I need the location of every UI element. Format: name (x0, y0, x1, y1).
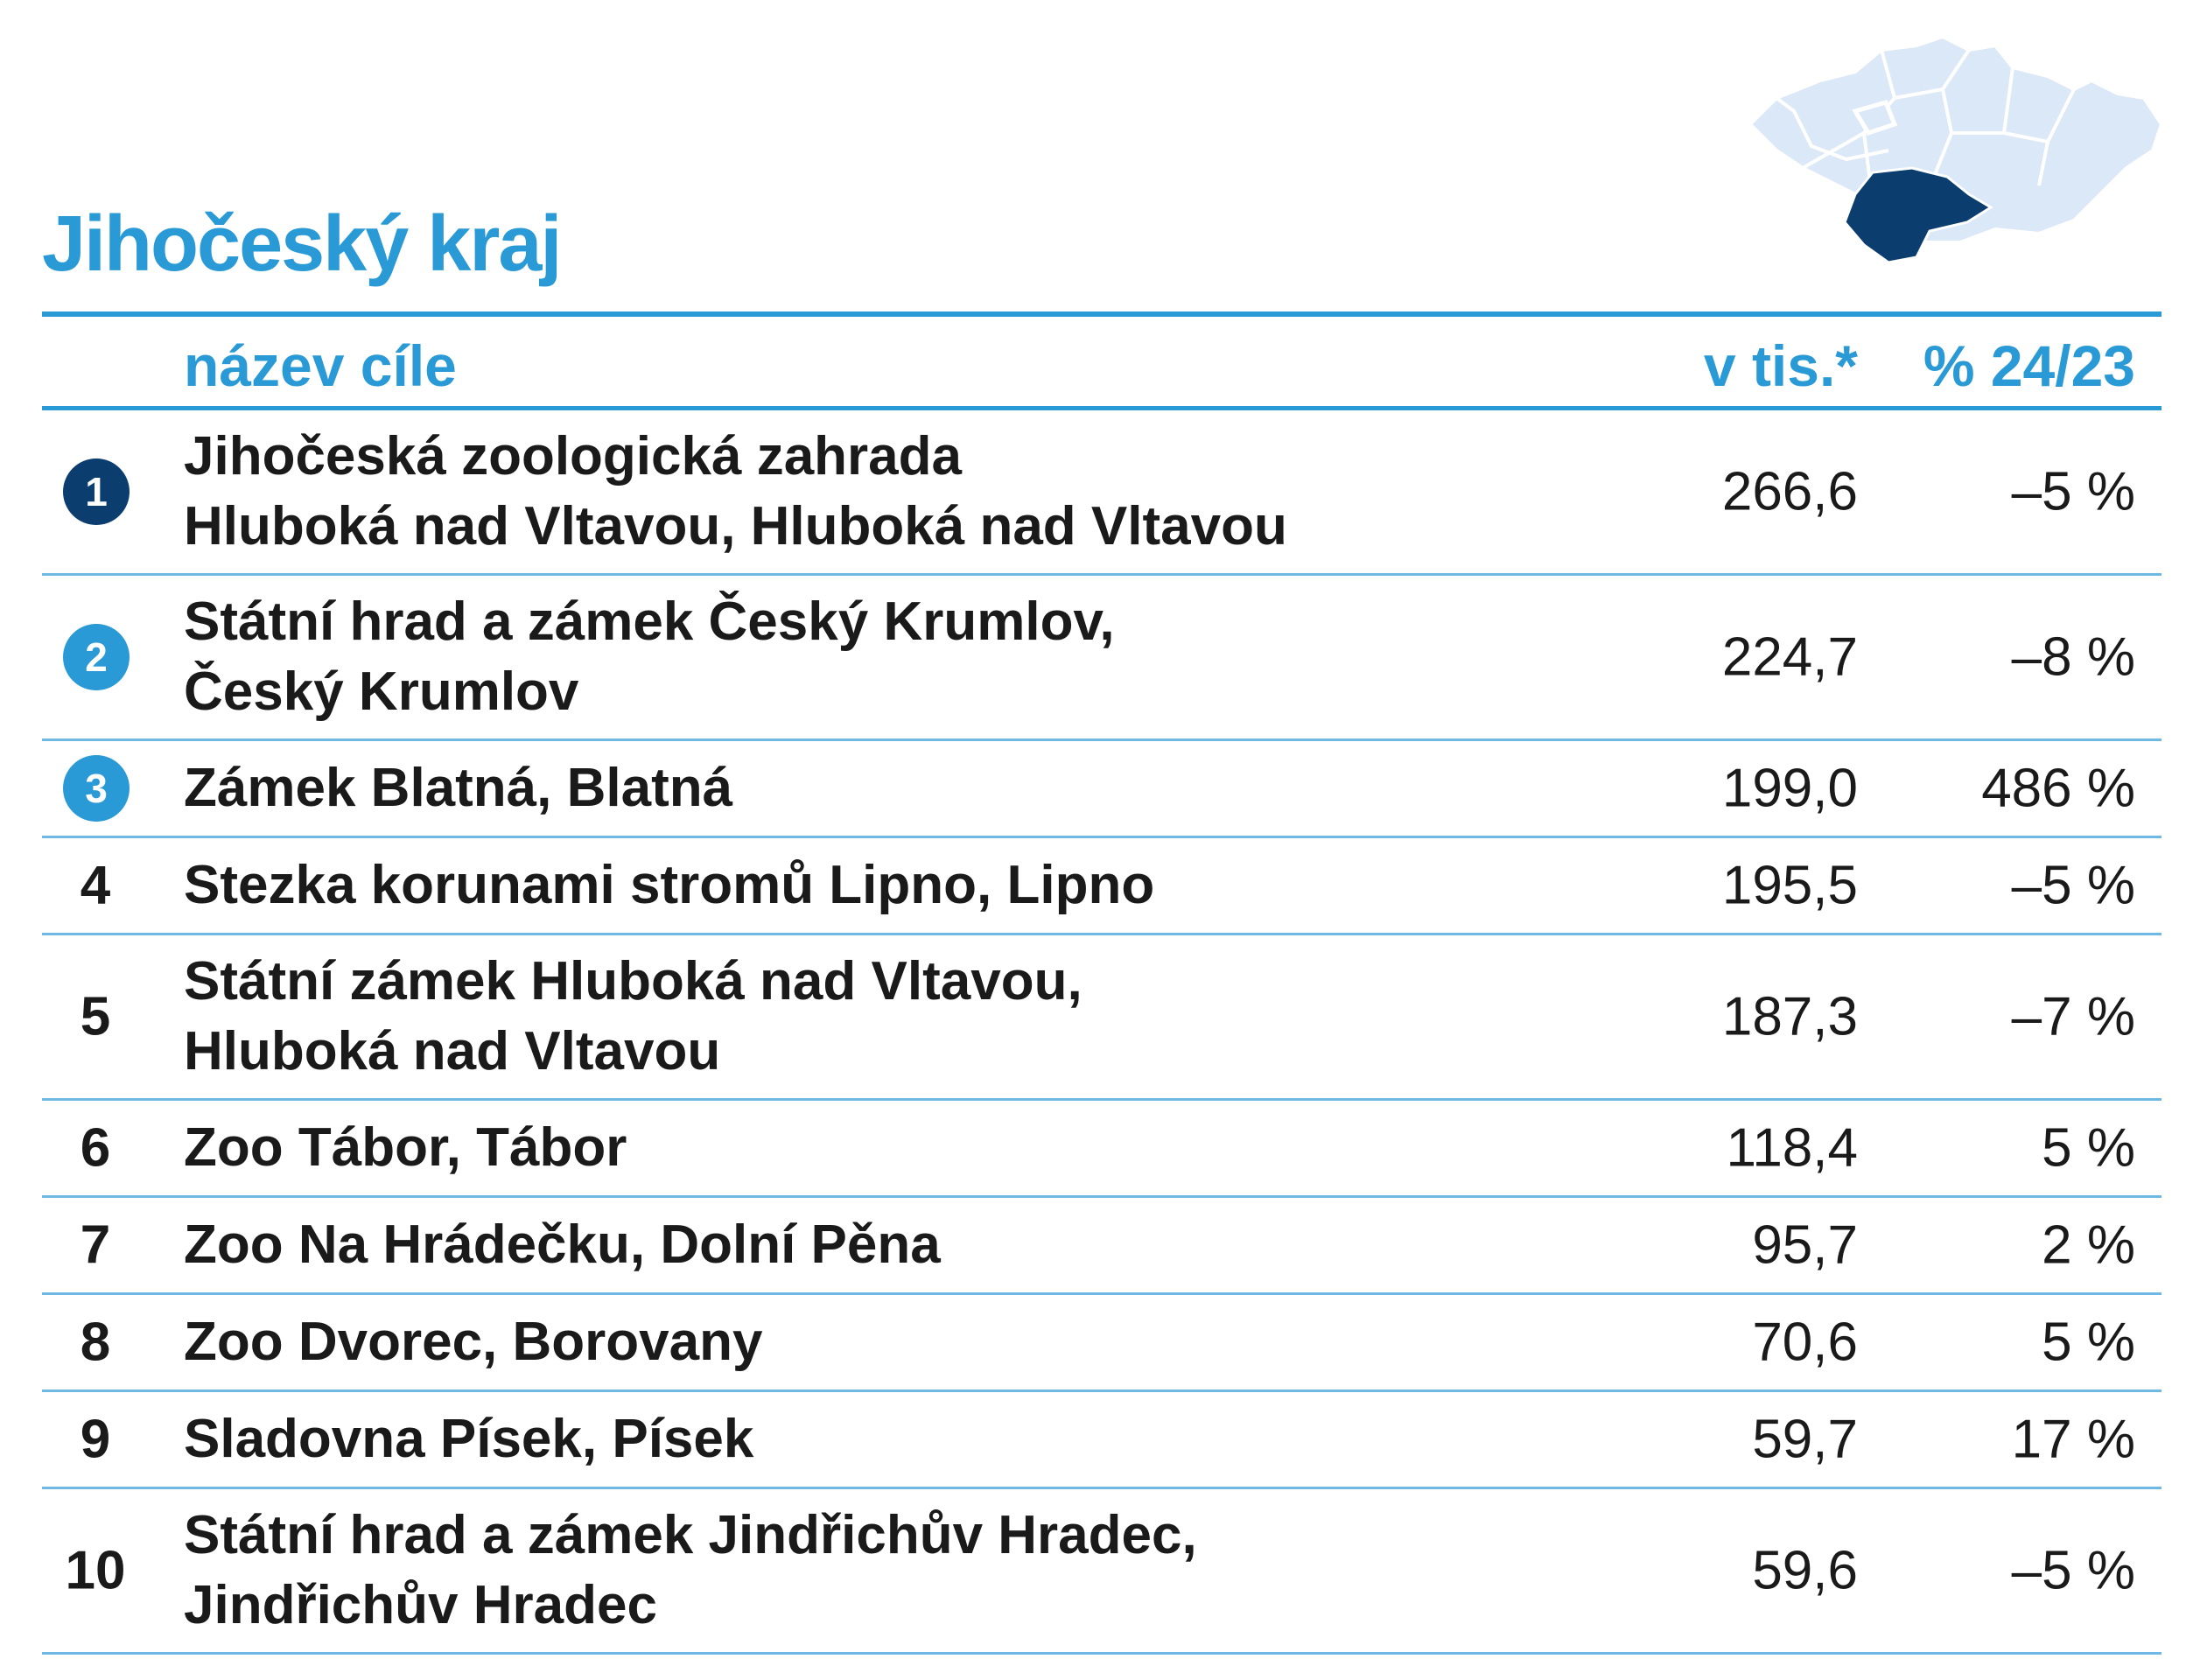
attraction-name: Zoo Na Hrádečku, Dolní Pěna (184, 1214, 941, 1275)
rank-number: 9 (80, 1409, 111, 1470)
change-value: 2 % (2042, 1214, 2135, 1276)
header-value: v tis.* (1703, 333, 1858, 398)
change-value: 5 % (2042, 1117, 2135, 1179)
header-name: název cíle (184, 333, 457, 398)
visitors-value: 224,7 (1721, 626, 1858, 688)
visitors-value: 59,7 (1752, 1409, 1858, 1470)
header-change: % 24/23 (1923, 333, 2135, 398)
table-header: název cíle v tis.* % 24/23 (42, 317, 2161, 410)
change-value: –5 % (2011, 855, 2135, 916)
table-row: 6 Zoo Tábor, Tábor 118,4 5 % (42, 1101, 2161, 1198)
rank-number: 6 (80, 1117, 111, 1179)
attraction-name: Zámek Blatná, Blatná (184, 758, 733, 818)
attraction-name: Zoo Dvorec, Borovany (184, 1312, 763, 1372)
change-value: –8 % (2011, 626, 2135, 688)
change-value: –7 % (2011, 986, 2135, 1047)
visitors-value: 95,7 (1752, 1214, 1858, 1276)
table-row: 1 Jihočeská zoologická zahrada Hluboká na… (42, 410, 2161, 576)
table-row: 7 Zoo Na Hrádečku, Dolní Pěna 95,7 2 % (42, 1198, 2161, 1295)
visitors-value: 187,3 (1721, 986, 1858, 1047)
visitors-value: 195,5 (1721, 855, 1858, 916)
rank-badge: 3 (63, 755, 130, 822)
visitors-value: 118,4 (1726, 1117, 1858, 1179)
rank-badge: 2 (63, 624, 130, 690)
attraction-name: Státní zámek Hluboká nad Vltavou, Hluboká… (184, 951, 1082, 1082)
change-value: –5 % (2011, 461, 2135, 522)
table-row: 2 Státní hrad a zámek Český Krumlov, Česk… (42, 576, 2161, 741)
czech-regions-map-icon (1748, 34, 2164, 264)
attraction-name: Jihočeská zoologická zahrada Hluboká nad … (184, 426, 1287, 556)
visitors-value: 266,6 (1721, 461, 1858, 522)
rank-number: 5 (80, 986, 111, 1047)
page-title: Jihočeský kraj (42, 200, 562, 288)
rank-number: 4 (80, 855, 111, 916)
visitors-value: 199,0 (1721, 758, 1858, 819)
table-row: 9 Sladovna Písek, Písek 59,7 17 % (42, 1392, 2161, 1489)
attraction-name: Zoo Tábor, Tábor (184, 1117, 627, 1178)
table-row: 4 Stezka korunami stromů Lipno, Lipno 19… (42, 838, 2161, 935)
rank-number: 10 (65, 1540, 126, 1601)
table-top-rule (42, 312, 2161, 317)
table-row: 5 Státní zámek Hluboká nad Vltavou, Hlubo… (42, 935, 2161, 1101)
attraction-name: Sladovna Písek, Písek (184, 1409, 754, 1469)
table-row: 10 Státní hrad a zámek Jindřichův Hradec… (42, 1489, 2161, 1655)
visitors-value: 70,6 (1752, 1312, 1858, 1373)
table-row: 3 Zámek Blatná, Blatná 199,0 486 % (42, 741, 2161, 838)
visitors-value: 59,6 (1752, 1540, 1858, 1601)
change-value: 486 % (1981, 758, 2135, 819)
rank-number: 7 (80, 1214, 111, 1276)
change-value: 17 % (2011, 1409, 2135, 1470)
table-row: 8 Zoo Dvorec, Borovany 70,6 5 % (42, 1295, 2161, 1392)
rank-badge: 1 (63, 458, 130, 525)
rank-number: 8 (80, 1312, 111, 1373)
change-value: –5 % (2011, 1540, 2135, 1601)
attraction-name: Státní hrad a zámek Český Krumlov, Český … (184, 592, 1115, 722)
attractions-table: název cíle v tis.* % 24/23 1 Jihočeská z… (42, 312, 2161, 1655)
change-value: 5 % (2042, 1312, 2135, 1373)
attraction-name: Státní hrad a zámek Jindřichův Hradec, Ji… (184, 1505, 1197, 1635)
attraction-name: Stezka korunami stromů Lipno, Lipno (184, 855, 1155, 915)
